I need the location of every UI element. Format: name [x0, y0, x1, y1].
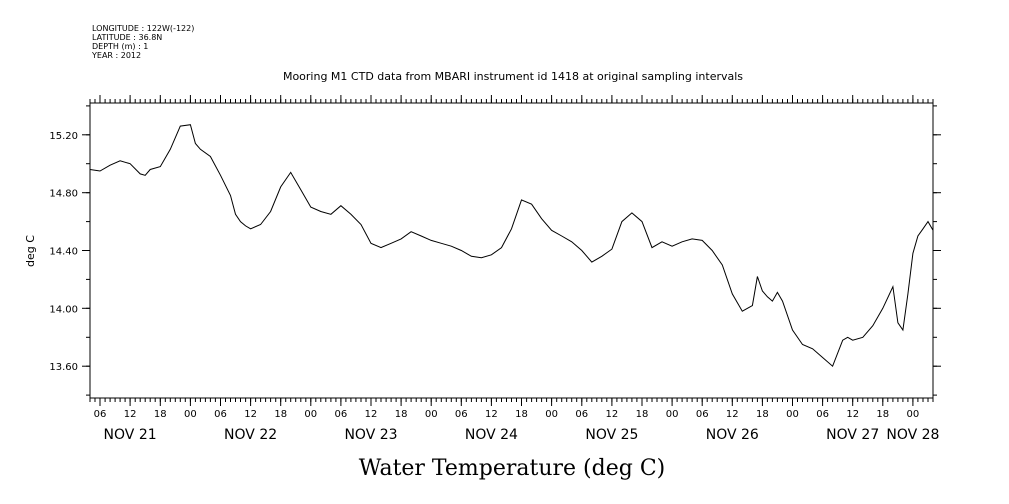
x-tick-label-day: NOV 28: [886, 427, 939, 443]
x-tick-label-hour: 12: [846, 409, 859, 420]
x-tick-label-hour: 12: [726, 409, 739, 420]
x-tick-label-hour: 00: [425, 409, 438, 420]
latitude-label: LATITUDE : 36.8N: [92, 33, 162, 42]
x-tick-label-day: NOV 21: [104, 427, 157, 443]
x-tick-label-hour: 12: [244, 409, 257, 420]
year-label: YEAR : 2012: [91, 51, 141, 60]
y-tick-label: 13.60: [49, 362, 78, 373]
y-tick-label: 14.80: [49, 189, 78, 200]
x-tick-label-hour: 12: [485, 409, 498, 420]
x-tick-label-day: NOV 22: [224, 427, 277, 443]
y-tick-label: 14.00: [49, 304, 78, 315]
x-tick-label-hour: 12: [365, 409, 378, 420]
x-tick-label-day: NOV 23: [344, 427, 397, 443]
y-axis-label: deg C: [24, 235, 37, 267]
x-tick-label-hour: 06: [94, 409, 107, 420]
x-tick-label-hour: 00: [666, 409, 679, 420]
x-tick-label-hour: 00: [184, 409, 197, 420]
y-tick-label: 14.40: [49, 247, 78, 258]
series-line-water-temperature: [89, 124, 934, 368]
x-tick-label-hour: 06: [696, 409, 709, 420]
x-tick-label-hour: 18: [154, 409, 167, 420]
x-tick-label-hour: 06: [214, 409, 227, 420]
x-tick-label-day: NOV 25: [585, 427, 638, 443]
x-tick-label-hour: 18: [515, 409, 528, 420]
x-axis-ticks: 06 12 18 00 06 12 18 00 06 12 18 00 06 12 18 00 06 12 18 00…: [94, 95, 939, 443]
x-tick-label-day: NOV 26: [706, 427, 759, 443]
x-tick-label-hour: 00: [545, 409, 558, 420]
x-tick-label-hour: 06: [575, 409, 588, 420]
x-tick-label-hour: 00: [786, 409, 799, 420]
x-tick-label-hour: 18: [395, 409, 408, 420]
y-tick-label: 15.20: [49, 131, 78, 142]
plot-frame: [89, 102, 934, 399]
x-tick-label-hour: 18: [636, 409, 649, 420]
chart-title: Mooring M1 CTD data from MBARI instrumen…: [283, 70, 743, 83]
depth-label: DEPTH (m) : 1: [92, 42, 148, 51]
x-tick-label-hour: 18: [274, 409, 287, 420]
x-tick-label-hour: 06: [816, 409, 829, 420]
x-tick-label-hour: 06: [455, 409, 468, 420]
x-tick-label-hour: 00: [907, 409, 920, 420]
x-tick-label-day: NOV 24: [465, 427, 518, 443]
x-tick-label-hour: 00: [304, 409, 317, 420]
x-tick-label-hour: 18: [876, 409, 889, 420]
x-tick-label-hour: 12: [606, 409, 619, 420]
x-tick-label-day: NOV 27: [826, 427, 879, 443]
y-axis-ticks: 13.60 14.00 14.40 14.80 15.20: [49, 105, 941, 396]
minor-ticks: [89, 99, 934, 402]
x-axis-label: Water Temperature (deg C): [359, 456, 666, 481]
longitude-label: LONGITUDE : 122W(-122): [92, 24, 194, 33]
x-tick-label-hour: 18: [756, 409, 769, 420]
x-tick-label-hour: 06: [335, 409, 348, 420]
header-metadata: LONGITUDE : 122W(-122) LATITUDE : 36.8N …: [91, 24, 194, 60]
x-tick-label-hour: 12: [124, 409, 137, 420]
